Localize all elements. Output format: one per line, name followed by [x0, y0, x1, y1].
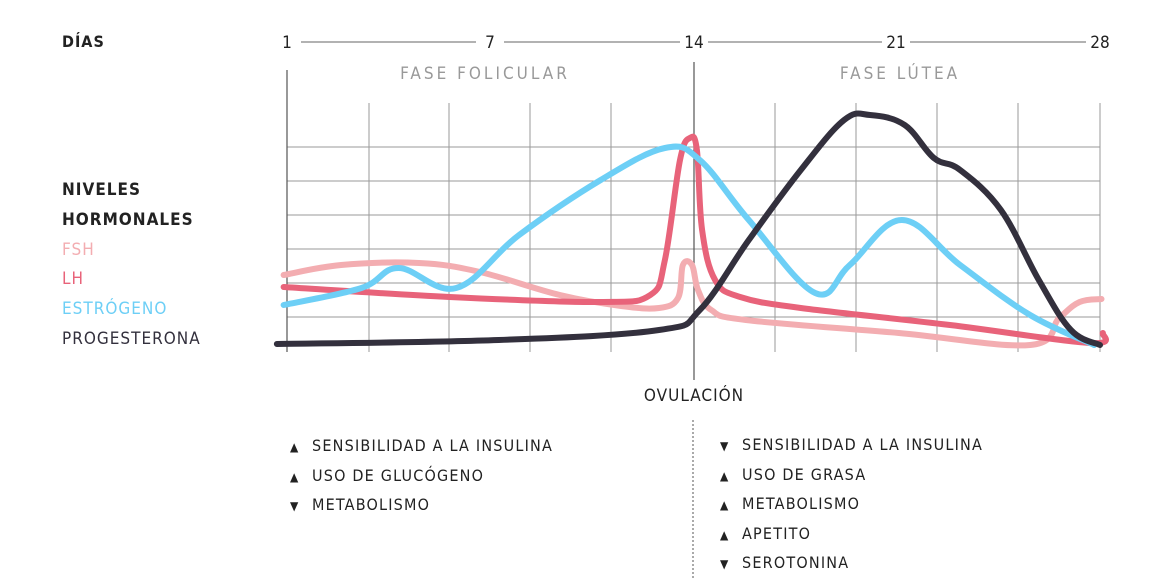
- effect-item: ▼ METABOLISMO: [290, 495, 553, 525]
- luteal-effects-list: ▼ SENSIBILIDAD A LA INSULINA ▲ USO DE GRASA…: [720, 435, 983, 583]
- arrow-up-icon: ▲: [720, 498, 730, 512]
- legend-fsh: FSH: [62, 240, 95, 260]
- arrow-up-icon: ▲: [720, 468, 730, 483]
- day-tick-label: 21: [886, 33, 905, 53]
- days-label: DÍAS: [62, 32, 105, 51]
- effect-label: SENSIBILIDAD A LA INSULINA: [742, 435, 984, 454]
- effect-item: ▲ USO DE GRASA: [720, 465, 983, 495]
- tick-label-bg: [273, 30, 301, 54]
- series-line-fsh: [280, 258, 1105, 349]
- tick-label-bg: [476, 30, 504, 54]
- effect-label: METABOLISMO: [742, 494, 861, 513]
- arrow-up-icon: ▲: [290, 440, 300, 454]
- effect-label: APETITO: [742, 523, 812, 543]
- effect-label: SENSIBILIDAD A LA INSULINA: [312, 436, 554, 455]
- legend-estrogen: ESTRÓGENO: [62, 299, 168, 319]
- day-axis: 1 7 14 21 28: [273, 30, 1114, 54]
- effect-label: METABOLISMO: [312, 495, 431, 514]
- tick-label-bg: [1086, 30, 1114, 54]
- legend-lh: LH: [62, 269, 85, 289]
- day-tick-label: 7: [485, 33, 495, 53]
- tick-label-bg: [680, 30, 708, 54]
- effect-item: ▲ SENSIBILIDAD A LA INSULINA: [290, 436, 553, 466]
- follicular-phase-label: FASE FOLICULAR: [400, 64, 570, 84]
- legend-title-2: HORMONALES: [62, 210, 194, 230]
- effect-label: SEROTONINA: [742, 553, 850, 572]
- follicular-effects-list: ▲ SENSIBILIDAD A LA INSULINA ▲ USO DE GLUCÓ…: [290, 436, 553, 525]
- luteal-phase-label: FASE LÚTEA: [839, 64, 961, 84]
- legend-progesterone: PROGESTERONA: [62, 329, 201, 349]
- effect-label: USO DE GLUCÓGENO: [312, 465, 485, 485]
- arrow-down-icon: ▼: [290, 499, 300, 513]
- effect-item: ▲ USO DE GLUCÓGENO: [290, 466, 553, 496]
- effect-item: ▼ SENSIBILIDAD A LA INSULINA: [720, 435, 983, 465]
- tick-label-bg: [882, 30, 910, 54]
- arrow-down-icon: ▼: [720, 439, 730, 453]
- phase-divider: [692, 420, 694, 578]
- day-tick-label: 1: [282, 33, 292, 53]
- effect-item: ▼ SEROTONINA: [720, 553, 983, 583]
- hormone-lines: [273, 110, 1109, 349]
- effect-item: ▲ METABOLISMO: [720, 494, 983, 524]
- arrow-down-icon: ▼: [720, 557, 730, 571]
- effect-item: ▲ APETITO: [720, 524, 983, 554]
- legend-title-1: NIVELES: [62, 180, 141, 200]
- arrow-up-icon: ▲: [720, 527, 730, 542]
- series-line-estrógeno: [280, 143, 1098, 348]
- series-line-progesterona: [273, 110, 1103, 348]
- effect-label: USO DE GRASA: [742, 464, 867, 484]
- grid: [286, 62, 1101, 380]
- series-line-lh: [280, 133, 1109, 347]
- ovulation-label: OVULACIÓN: [643, 386, 745, 406]
- arrow-up-icon: ▲: [290, 469, 300, 484]
- day-tick-label: 28: [1090, 33, 1109, 53]
- day-tick-label: 14: [684, 33, 703, 53]
